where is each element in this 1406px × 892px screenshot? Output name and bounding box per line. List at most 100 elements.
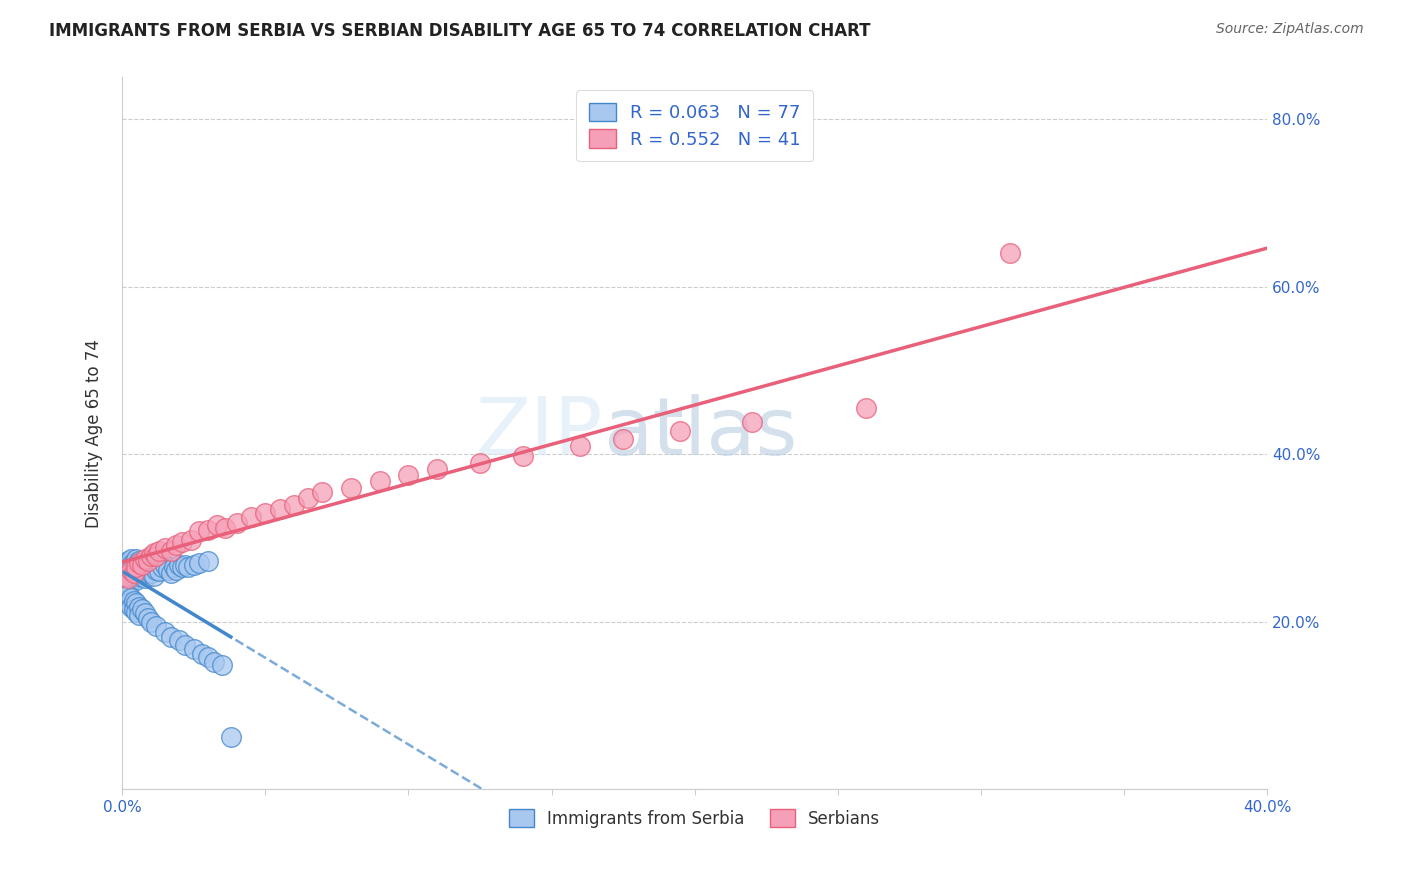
Point: [269, 501, 291, 516]
Point: [125, 573, 148, 587]
Point: [468, 456, 491, 470]
Point: [125, 558, 148, 572]
Point: [117, 565, 139, 579]
Text: ZIP: ZIP: [475, 394, 603, 473]
Point: [134, 565, 156, 579]
Point: [197, 523, 219, 537]
Point: [114, 556, 136, 570]
Point: [114, 568, 136, 582]
Point: [283, 498, 305, 512]
Point: [172, 535, 194, 549]
Point: [174, 638, 197, 652]
Legend: Immigrants from Serbia, Serbians: Immigrants from Serbia, Serbians: [502, 803, 887, 834]
Point: [117, 558, 139, 572]
Point: [172, 560, 194, 574]
Point: [162, 560, 184, 574]
Point: [114, 585, 136, 599]
Point: [139, 549, 162, 564]
Point: [169, 558, 191, 572]
Point: [153, 541, 176, 555]
Point: [125, 560, 148, 574]
Point: [120, 591, 142, 606]
Point: [148, 543, 170, 558]
Point: [128, 608, 150, 623]
Point: [612, 432, 634, 446]
Point: [136, 566, 159, 581]
Point: [191, 647, 214, 661]
Point: [340, 481, 363, 495]
Point: [114, 568, 136, 582]
Point: [183, 641, 205, 656]
Point: [165, 538, 187, 552]
Point: [197, 554, 219, 568]
Point: [114, 577, 136, 591]
Point: [254, 506, 277, 520]
Text: Source: ZipAtlas.com: Source: ZipAtlas.com: [1216, 22, 1364, 37]
Point: [142, 546, 165, 560]
Point: [741, 416, 763, 430]
Point: [136, 554, 159, 568]
Point: [125, 605, 148, 619]
Point: [396, 468, 419, 483]
Point: [139, 566, 162, 581]
Point: [169, 633, 191, 648]
Point: [120, 566, 142, 581]
Point: [145, 619, 167, 633]
Point: [205, 518, 228, 533]
Point: [139, 558, 162, 572]
Point: [159, 543, 181, 558]
Point: [128, 599, 150, 614]
Point: [117, 571, 139, 585]
Point: [122, 594, 145, 608]
Point: [188, 556, 211, 570]
Point: [125, 596, 148, 610]
Point: [139, 615, 162, 629]
Point: [134, 571, 156, 585]
Point: [219, 731, 242, 745]
Point: [117, 588, 139, 602]
Point: [165, 563, 187, 577]
Point: [131, 602, 153, 616]
Point: [117, 554, 139, 568]
Point: [117, 596, 139, 610]
Point: [180, 533, 202, 547]
Y-axis label: Disability Age 65 to 74: Disability Age 65 to 74: [86, 339, 103, 528]
Point: [145, 549, 167, 564]
Point: [120, 552, 142, 566]
Point: [134, 552, 156, 566]
Point: [125, 552, 148, 566]
Point: [239, 510, 262, 524]
Point: [153, 558, 176, 572]
Point: [150, 560, 173, 574]
Point: [188, 524, 211, 539]
Text: atlas: atlas: [603, 394, 797, 473]
Point: [142, 568, 165, 582]
Point: [202, 655, 225, 669]
Point: [131, 556, 153, 570]
Point: [159, 630, 181, 644]
Point: [128, 560, 150, 574]
Point: [120, 599, 142, 614]
Point: [131, 558, 153, 572]
Point: [122, 566, 145, 581]
Point: [998, 246, 1021, 260]
Point: [225, 516, 247, 530]
Point: [128, 568, 150, 582]
Point: [669, 424, 692, 438]
Point: [153, 624, 176, 639]
Point: [197, 649, 219, 664]
Point: [156, 563, 179, 577]
Point: [211, 658, 233, 673]
Point: [120, 563, 142, 577]
Text: IMMIGRANTS FROM SERBIA VS SERBIAN DISABILITY AGE 65 TO 74 CORRELATION CHART: IMMIGRANTS FROM SERBIA VS SERBIAN DISABI…: [49, 22, 870, 40]
Point: [122, 571, 145, 585]
Point: [214, 521, 236, 535]
Point: [128, 556, 150, 570]
Point: [128, 554, 150, 568]
Point: [117, 571, 139, 585]
Point: [159, 566, 181, 581]
Point: [134, 558, 156, 572]
Point: [311, 485, 333, 500]
Point: [136, 560, 159, 574]
Point: [134, 607, 156, 621]
